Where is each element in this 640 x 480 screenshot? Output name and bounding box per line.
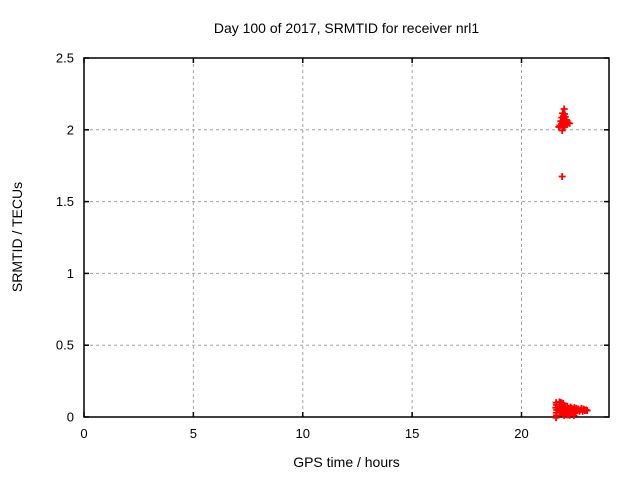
y-tick-label: 1 — [67, 266, 74, 281]
y-tick-label: 0.5 — [56, 338, 74, 353]
data-point-marker — [555, 123, 563, 131]
x-tick-label: 5 — [190, 426, 197, 441]
plot-border — [83, 57, 610, 418]
y-tick-label: 0 — [67, 410, 74, 425]
y-tick-label: 2.5 — [56, 51, 74, 66]
y-tick-label: 2 — [67, 122, 74, 137]
x-tick-label: 0 — [80, 426, 87, 441]
y-tick-label: 1.5 — [56, 194, 74, 209]
data-point-marker — [558, 127, 566, 135]
data-point-marker — [570, 412, 578, 420]
data-point-marker — [558, 172, 566, 180]
x-axis-label: GPS time / hours — [293, 454, 400, 470]
x-tick-label: 10 — [296, 426, 310, 441]
x-tick-label: 20 — [514, 426, 528, 441]
data-point-marker — [552, 414, 560, 422]
x-tick-label: 15 — [405, 426, 419, 441]
chart-title: Day 100 of 2017, SRMTID for receiver nrl… — [213, 20, 480, 36]
data-point-marker — [583, 407, 591, 415]
